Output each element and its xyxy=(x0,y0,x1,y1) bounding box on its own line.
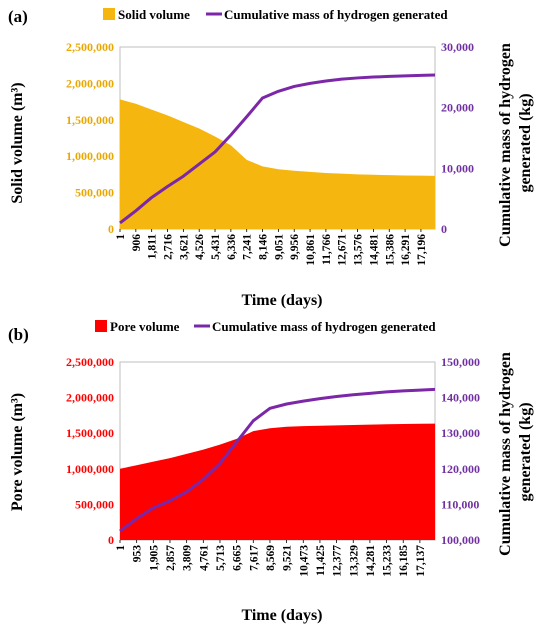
panel-a-ytick-left-label: 1,500,000 xyxy=(66,113,114,127)
panel-b-xtick-label: 2,857 xyxy=(165,545,177,571)
panel-a-xtick-label: 17,196 xyxy=(416,234,428,266)
panel-a-area-series xyxy=(120,99,435,229)
panel-b-area-series xyxy=(120,423,435,540)
panel-a-xtick-label: 1,811 xyxy=(147,234,159,259)
panel-b-xtick-label: 1 xyxy=(115,545,127,551)
panel-a-ylabel-left: Solid volume (m³) xyxy=(9,82,26,203)
panel-a-ytick-left-label: 0 xyxy=(108,222,114,236)
panel-a-xtick-label: 5,431 xyxy=(210,234,222,260)
panel-b-xtick-label: 3,809 xyxy=(182,545,194,571)
panel-b-xtick-label: 15,233 xyxy=(382,545,394,577)
panel-a-ytick-right-label: 0 xyxy=(441,222,447,236)
panel-b-plot-area: 0 500,000 1,000,000 1,500,000 2,000,000 2,500… xyxy=(66,355,480,577)
panel-b-xlabel: Time (days) xyxy=(241,607,322,624)
legend-swatch-pore-volume xyxy=(95,320,107,332)
panel-b-xtick-label: 17,137 xyxy=(415,545,427,577)
legend-label-solid-volume: Solid volume xyxy=(118,7,190,22)
panel-a-ytick-right-label: 10,000 xyxy=(441,161,474,175)
panel-b-ytick-left-label: 1,000,000 xyxy=(66,462,114,476)
panel-a-ytick-right-label: 20,000 xyxy=(441,101,474,115)
panel-a-xtick-label: 15,386 xyxy=(384,234,396,266)
panel-a-ytick-left-label: 500,000 xyxy=(75,186,114,200)
panel-b-xtick-label: 12,377 xyxy=(332,545,344,577)
panel-a-ylabel-right-line1: Cumulative mass of hydrogen xyxy=(497,43,514,247)
panel-b-ytick-right-label: 150,000 xyxy=(441,355,480,369)
panel-a-xtick-label: 10,861 xyxy=(305,234,317,266)
panel-b-xtick-label: 6,665 xyxy=(232,545,244,571)
panel-b-xtick-label: 953 xyxy=(132,545,144,563)
panel-a-xtick-label: 4,526 xyxy=(194,234,206,260)
panel-a-ylabel-right: Cumulative mass of hydrogen generated (k… xyxy=(497,39,534,247)
panel-b-ytick-right-label: 110,000 xyxy=(441,497,479,511)
panel-b-ylabel-right: Cumulative mass of hydrogen generated (k… xyxy=(497,348,534,556)
panel-b-ytick-left-label: 2,000,000 xyxy=(66,391,114,405)
panel-a-xtick-label: 11,766 xyxy=(321,234,333,265)
panel-b-legend: Pore volume Cumulative mass of hydrogen … xyxy=(95,319,436,334)
panel-a-xtick-label: 6,336 xyxy=(226,234,238,260)
panel-b-ytick-right-label: 130,000 xyxy=(441,426,480,440)
panel-a-ylabel-right-line2: generated (kg) xyxy=(517,93,534,192)
panel-a-ytick-left-label: 2,500,000 xyxy=(66,40,114,54)
panel-a: (a) Solid volume Cumulative mass of hydr… xyxy=(8,7,534,309)
panel-b-xtick-label: 9,521 xyxy=(282,545,294,571)
panel-a-xtick-label: 12,671 xyxy=(337,234,349,266)
legend-label-pore-volume: Pore volume xyxy=(110,319,180,334)
panel-a-xtick-label: 8,146 xyxy=(258,234,270,260)
panel-b-ytick-right-label: 100,000 xyxy=(441,533,480,547)
panel-b-ylabel-right-line1: Cumulative mass of hydrogen xyxy=(497,352,514,556)
legend-label-hydrogen: Cumulative mass of hydrogen generated xyxy=(224,7,448,22)
panel-a-plot-area: 0 500,000 1,000,000 1,500,000 2,000,000 2,500… xyxy=(66,40,474,266)
panel-b-ytick-right-label: 120,000 xyxy=(441,462,480,476)
panel-b-xtick-label: 5,713 xyxy=(215,545,227,571)
panel-b-xtick-label: 1,905 xyxy=(148,545,160,571)
panel-b-ytick-right-label: 140,000 xyxy=(441,391,480,405)
legend-swatch-solid-volume xyxy=(103,8,115,20)
panel-a-label: (a) xyxy=(8,7,28,26)
panel-a-xtick-label: 7,241 xyxy=(242,234,254,260)
panel-a-xtick-label: 3,621 xyxy=(178,234,190,260)
panel-b-ytick-left-label: 500,000 xyxy=(75,497,114,511)
panel-a-xtick-label: 906 xyxy=(131,234,143,252)
panel-b-ylabel-left: Pore volume (m³) xyxy=(9,393,26,511)
panel-b-xtick-label: 7,617 xyxy=(248,545,260,571)
panel-a-ytick-left-label: 1,000,000 xyxy=(66,149,114,163)
panel-a-legend: Solid volume Cumulative mass of hydrogen… xyxy=(103,7,448,22)
panel-b-xtick-label: 13,329 xyxy=(348,545,360,577)
panel-a-xtick-label: 14,481 xyxy=(368,234,380,266)
panel-b-ytick-left-label: 1,500,000 xyxy=(66,426,114,440)
panel-b-xtick-label: 14,281 xyxy=(365,545,377,577)
panel-a-xtick-label: 2,716 xyxy=(163,234,175,260)
panel-a-xtick-label: 1 xyxy=(115,234,127,240)
panel-b: (b) Pore volume Cumulative mass of hydro… xyxy=(8,319,534,624)
panel-b-ytick-left-label: 2,500,000 xyxy=(66,355,114,369)
panel-b-xtick-label: 11,425 xyxy=(315,545,327,576)
panel-b-label: (b) xyxy=(8,325,29,344)
panel-b-line-series xyxy=(119,387,436,533)
panel-a-line-series xyxy=(119,73,436,225)
panel-b-ylabel-right-line2: generated (kg) xyxy=(517,402,534,501)
panel-a-xtick-label: 16,291 xyxy=(400,234,412,266)
panel-b-xtick-label: 10,473 xyxy=(298,545,310,577)
panel-a-xlabel: Time (days) xyxy=(241,292,322,309)
panel-b-ytick-left-label: 0 xyxy=(108,533,114,547)
legend-label-hydrogen-b: Cumulative mass of hydrogen generated xyxy=(212,319,436,334)
panel-a-ytick-left-label: 2,000,000 xyxy=(66,76,114,90)
panel-a-ytick-right-label: 30,000 xyxy=(441,40,474,54)
panel-a-xtick-label: 9,956 xyxy=(289,234,301,260)
panel-a-xtick-label: 13,576 xyxy=(353,234,365,266)
panel-a-xtick-label: 9,051 xyxy=(273,234,285,260)
panel-b-xtick-label: 4,761 xyxy=(198,545,210,571)
panel-b-xtick-label: 16,185 xyxy=(398,545,410,577)
panel-b-xtick-label: 8,569 xyxy=(265,545,277,571)
